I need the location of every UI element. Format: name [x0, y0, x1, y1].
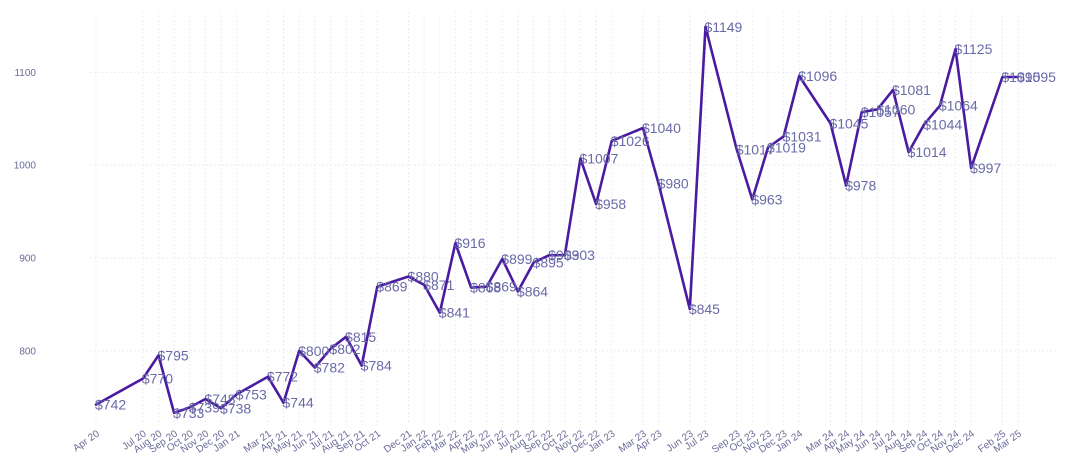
data-label: $1081 [892, 82, 931, 98]
data-label: $782 [314, 359, 345, 375]
data-label: $958 [595, 196, 626, 212]
data-label: $1060 [876, 101, 915, 117]
data-label: $744 [283, 395, 314, 411]
x-tick-label: Apr 20 [71, 428, 102, 454]
grid [90, 12, 1056, 425]
data-label: $739 [189, 399, 220, 415]
y-axis-ticks: 800 900 1000 1100 [14, 68, 37, 357]
data-label: $800 [298, 343, 329, 359]
data-label: $1096 [798, 68, 837, 84]
y-tick-label: 900 [19, 253, 36, 264]
data-label: $795 [158, 347, 189, 363]
data-label: $770 [142, 371, 173, 387]
data-label: $733 [173, 405, 204, 421]
data-label: $772 [267, 369, 298, 385]
data-label: $1095 [1001, 69, 1040, 85]
data-label: $895 [533, 255, 564, 271]
data-label: $841 [439, 305, 470, 321]
data-label: $738 [220, 400, 251, 416]
data-label: $1125 [954, 41, 992, 57]
data-label: $869 [486, 279, 517, 295]
data-label: $1044 [923, 116, 962, 132]
data-label: $864 [517, 283, 548, 299]
y-tick-label: 1100 [14, 68, 36, 79]
data-label: $1057 [861, 104, 900, 120]
data-label: $1031 [783, 128, 822, 144]
data-label: $1019 [767, 140, 806, 156]
data-label: $753 [236, 386, 267, 402]
data-label: $815 [345, 329, 376, 345]
data-label: $1045 [829, 115, 868, 131]
data-label: $880 [408, 269, 439, 285]
data-label: $1149 [704, 19, 742, 35]
data-label: $748 [204, 391, 235, 407]
data-label: $1007 [579, 151, 618, 167]
data-label: $903 [564, 247, 595, 263]
data-label: $845 [689, 301, 720, 317]
data-label: $742 [95, 397, 126, 413]
data-label: $980 [658, 176, 689, 192]
data-label: $903 [548, 247, 579, 263]
y-tick-label: 800 [19, 346, 36, 357]
data-label: $868 [470, 280, 501, 296]
data-label: $916 [454, 235, 485, 251]
data-label: $871 [423, 277, 454, 293]
data-label: $784 [361, 358, 392, 374]
data-label: $1017 [736, 141, 775, 157]
series-line [94, 25, 1020, 415]
data-label: $1095 [1017, 69, 1056, 85]
data-label: $1064 [939, 98, 978, 114]
data-label: $963 [751, 191, 782, 207]
data-labels: $742 $770 $795 $733$739$748$738$753$772 $744… [95, 19, 1056, 421]
data-label: $899 [501, 251, 532, 267]
data-label: $1014 [908, 144, 947, 160]
y-tick-label: 1000 [14, 161, 37, 172]
data-label: $802 [329, 341, 360, 357]
data-label: $1026 [611, 133, 650, 149]
data-label: $978 [845, 178, 876, 194]
data-label: $997 [970, 160, 1001, 176]
data-label: $1040 [642, 120, 681, 136]
data-label: $869 [376, 279, 407, 295]
